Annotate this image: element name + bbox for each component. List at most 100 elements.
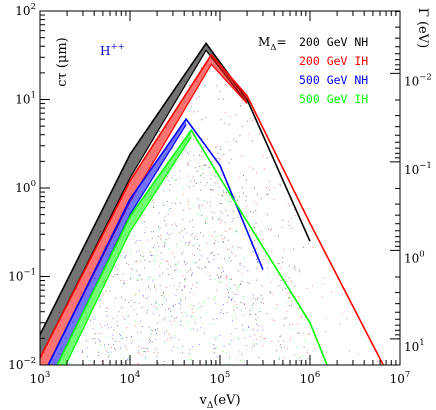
scatter-point-4 bbox=[232, 306, 234, 308]
scatter-point-4 bbox=[164, 241, 166, 243]
scatter-point-2 bbox=[171, 253, 173, 255]
scatter-point-2 bbox=[311, 285, 314, 287]
scatter-point-1 bbox=[220, 281, 222, 283]
scatter-point-1 bbox=[171, 315, 173, 317]
legend-header: MΔ= bbox=[258, 35, 287, 53]
scatter-point-4 bbox=[299, 332, 301, 334]
scatter-point-4 bbox=[147, 308, 149, 310]
scatter-point-1 bbox=[165, 239, 167, 241]
scatter-point-1 bbox=[193, 254, 195, 256]
scatter-point-3 bbox=[99, 339, 101, 341]
scatter-point-2 bbox=[103, 293, 105, 295]
scatter-point-4 bbox=[235, 230, 237, 232]
scatter-point-4 bbox=[200, 174, 203, 176]
scatter-point-1 bbox=[163, 204, 165, 206]
y-axis-label: cτ (μm) bbox=[55, 37, 70, 87]
scatter-point-1 bbox=[146, 309, 148, 312]
scatter-point-3 bbox=[180, 324, 182, 326]
scatter-point-3 bbox=[86, 356, 88, 358]
scatter-point-2 bbox=[166, 330, 168, 333]
scatter-point-3 bbox=[203, 147, 205, 149]
scatter-point-1 bbox=[223, 153, 225, 156]
scatter-point-2 bbox=[191, 308, 193, 310]
scatter-point-3 bbox=[166, 200, 168, 202]
scatter-point-2 bbox=[138, 353, 140, 355]
scatter-point-3 bbox=[181, 345, 184, 347]
scatter-point-2 bbox=[273, 320, 275, 322]
scatter-point-3 bbox=[120, 296, 123, 298]
scatter-point-1 bbox=[122, 361, 124, 363]
scatter-point-1 bbox=[280, 184, 282, 186]
scatter-point-1 bbox=[256, 279, 258, 281]
scatter-point-1 bbox=[236, 307, 238, 309]
scatter-point-1 bbox=[157, 322, 159, 324]
scatter-point-1 bbox=[247, 281, 249, 283]
scatter-point-1 bbox=[158, 235, 160, 237]
scatter-point-1 bbox=[210, 178, 212, 180]
scatter-point-1 bbox=[140, 331, 142, 333]
scatter-point-1 bbox=[255, 318, 257, 320]
scatter-point-3 bbox=[175, 202, 177, 204]
scatter-point-1 bbox=[124, 256, 126, 258]
scatter-point-1 bbox=[222, 190, 224, 192]
scatter-point-1 bbox=[196, 281, 198, 283]
scatter-point-2 bbox=[229, 116, 231, 118]
scatter-point-4 bbox=[297, 358, 299, 360]
scatter-point-1 bbox=[199, 204, 201, 206]
scatter-point-2 bbox=[178, 178, 180, 180]
scatter-point-3 bbox=[200, 317, 202, 319]
scatter-point-3 bbox=[159, 314, 161, 316]
legend-entry-2: 200 GeV IH bbox=[299, 54, 368, 68]
scatter-point-3 bbox=[252, 250, 254, 253]
scatter-point-2 bbox=[242, 314, 244, 316]
scatter-point-2 bbox=[164, 316, 166, 318]
scatter-point-3 bbox=[249, 314, 251, 316]
scatter-point-1 bbox=[204, 84, 206, 86]
scatter-point-1 bbox=[148, 326, 150, 328]
scatter-point-1 bbox=[219, 202, 221, 205]
scatter-point-4 bbox=[229, 287, 231, 289]
scatter-point-2 bbox=[264, 338, 266, 340]
scatter-point-3 bbox=[219, 312, 221, 314]
scatter-point-3 bbox=[182, 236, 185, 238]
scatter-point-4 bbox=[160, 262, 162, 264]
scatter-point-2 bbox=[291, 323, 293, 325]
scatter-point-2 bbox=[211, 160, 213, 162]
scatter-point-3 bbox=[130, 336, 132, 338]
scatter-point-3 bbox=[103, 344, 106, 346]
scatter-point-1 bbox=[284, 318, 286, 320]
scatter-point-3 bbox=[240, 247, 242, 249]
scatter-point-1 bbox=[240, 301, 242, 304]
scatter-point-3 bbox=[152, 313, 155, 315]
scatter-point-1 bbox=[214, 231, 216, 233]
scatter-point-3 bbox=[117, 274, 119, 276]
scatter-point-3 bbox=[262, 329, 264, 331]
scatter-point-3 bbox=[142, 294, 144, 296]
scatter-point-1 bbox=[292, 248, 295, 250]
scatter-point-2 bbox=[166, 286, 168, 288]
scatter-point-4 bbox=[206, 222, 208, 224]
scatter-point-3 bbox=[172, 305, 174, 307]
scatter-point-4 bbox=[99, 344, 101, 346]
scatter-point-3 bbox=[189, 291, 191, 294]
scatter-point-4 bbox=[252, 307, 254, 309]
scatter-point-3 bbox=[253, 294, 255, 296]
scatter-point-3 bbox=[165, 299, 167, 301]
scatter-point-1 bbox=[192, 245, 194, 247]
scatter-point-3 bbox=[189, 242, 191, 244]
scatter-point-2 bbox=[211, 235, 213, 237]
scatter-point-1 bbox=[303, 346, 305, 348]
scatter-point-2 bbox=[215, 183, 217, 185]
scatter-point-4 bbox=[133, 235, 135, 237]
scatter-point-1 bbox=[222, 267, 224, 269]
scatter-point-4 bbox=[158, 303, 160, 306]
scatter-point-4 bbox=[105, 290, 107, 293]
scatter-point-3 bbox=[213, 255, 215, 257]
scatter-point-4 bbox=[216, 346, 218, 348]
scatter-point-4 bbox=[184, 280, 186, 282]
scatter-point-2 bbox=[174, 303, 177, 306]
scatter-point-1 bbox=[168, 237, 170, 239]
scatter-point-1 bbox=[278, 235, 280, 237]
scatter-point-3 bbox=[217, 356, 219, 358]
scatter-point-1 bbox=[167, 176, 169, 178]
